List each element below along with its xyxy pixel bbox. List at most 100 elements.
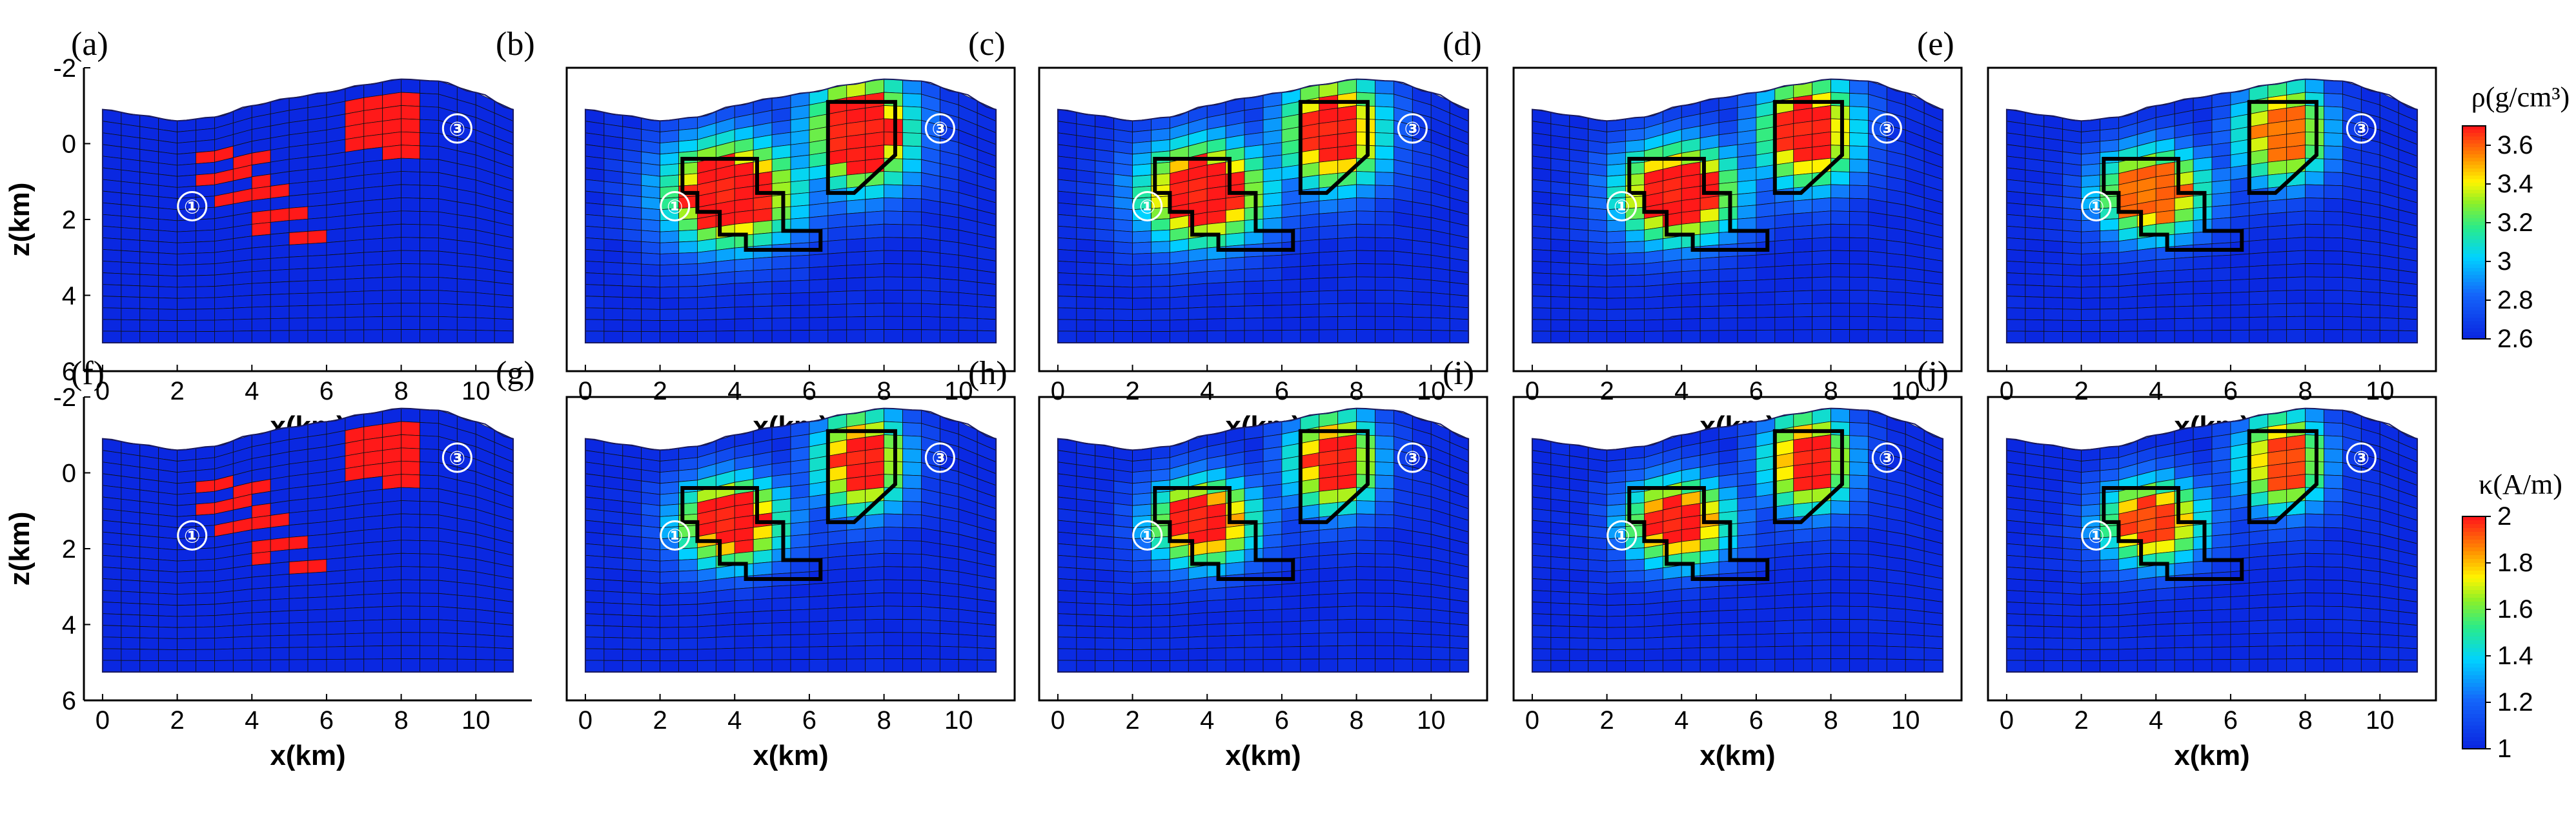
model-cell <box>494 647 514 661</box>
model-cell <box>865 210 884 226</box>
model-cell <box>1430 621 1450 636</box>
model-cell <box>2062 626 2082 639</box>
model-cell <box>1356 223 1375 238</box>
model-cell <box>2249 316 2269 331</box>
model-cell <box>641 593 660 606</box>
model-cell <box>2324 658 2343 673</box>
model-cell <box>1718 635 1738 648</box>
model-cell <box>456 620 476 635</box>
model-cell <box>214 272 234 287</box>
model-cell <box>1644 272 1663 287</box>
model-cell <box>1300 607 1320 622</box>
model-cell <box>2136 660 2156 673</box>
model-cell <box>438 225 458 241</box>
model-cell <box>1375 106 1394 121</box>
model-cell <box>345 594 365 609</box>
model-cell <box>2025 192 2045 207</box>
model-cell <box>2324 605 2343 620</box>
x-tick-label: 0 <box>578 706 593 735</box>
model-cell <box>1132 571 1151 584</box>
model-cell <box>2305 408 2324 423</box>
model-cell <box>1263 254 1283 269</box>
model-cell <box>2193 169 2213 185</box>
model-cell <box>715 647 735 661</box>
model-cell <box>1793 554 1813 569</box>
model-cell <box>958 621 978 636</box>
model-cell <box>307 634 327 648</box>
x-tick-label: 6 <box>2224 706 2238 735</box>
model-cell <box>1076 614 1096 627</box>
model-cell <box>2044 637 2064 650</box>
model-cell <box>2360 227 2380 243</box>
model-cell <box>1849 422 1869 437</box>
model-cell <box>438 593 458 609</box>
model-cell <box>1375 263 1394 278</box>
model-cell <box>1886 633 1906 647</box>
model-cell <box>1625 615 1645 628</box>
model-cell <box>1225 256 1245 271</box>
model-cell <box>678 320 698 332</box>
model-cell <box>2155 306 2175 320</box>
model-cell <box>1905 305 1925 319</box>
model-cell <box>1831 171 1850 186</box>
model-cell <box>363 515 383 531</box>
model-cell <box>2305 513 2324 528</box>
model-cell <box>865 566 884 581</box>
model-cell <box>1532 237 1552 251</box>
model-cell <box>2025 556 2045 570</box>
model-cell <box>2081 649 2100 662</box>
model-cell <box>753 610 773 624</box>
model-cell <box>678 615 698 628</box>
model-cell <box>177 163 196 177</box>
model-cell <box>475 330 495 343</box>
model-cell <box>1337 540 1357 555</box>
model-cell <box>1793 528 1813 544</box>
model-cell <box>1412 633 1432 647</box>
model-cell <box>977 281 997 297</box>
source-label-1: ① <box>1139 196 1155 218</box>
model-cell <box>214 591 234 605</box>
model-cell <box>1095 285 1115 298</box>
model-cell <box>1151 638 1170 650</box>
model-cell <box>1849 93 1869 108</box>
model-cell <box>1244 609 1264 624</box>
model-cell <box>363 632 383 647</box>
model-cell <box>1699 196 1719 211</box>
model-cell <box>2025 285 2045 298</box>
model-cell <box>2006 167 2026 182</box>
model-cell <box>456 304 476 318</box>
model-cell <box>2136 247 2156 262</box>
model-cell <box>697 307 716 321</box>
model-cell <box>2211 584 2231 598</box>
model-cell <box>121 498 141 513</box>
model-cell <box>1588 297 1607 310</box>
model-cell <box>884 263 903 278</box>
model-cell <box>456 227 476 243</box>
model-cell <box>1057 272 1077 286</box>
model-cell <box>902 250 922 265</box>
model-cell <box>2379 317 2399 331</box>
model-cell <box>382 579 401 595</box>
model-cell <box>715 588 735 603</box>
model-cell <box>1588 230 1607 243</box>
model-cell <box>363 277 383 292</box>
x-tick-label: 10 <box>1417 706 1446 735</box>
model-cell <box>307 192 327 207</box>
model-cell <box>1057 648 1077 661</box>
model-cell <box>251 587 271 602</box>
model-cell <box>363 476 383 492</box>
model-cell <box>456 239 476 256</box>
model-cell <box>1886 227 1906 243</box>
model-cell <box>939 633 959 647</box>
model-cell <box>1188 259 1208 274</box>
model-cell <box>641 660 660 673</box>
model-cell <box>121 626 141 638</box>
model-cell <box>2267 646 2287 660</box>
model-cell <box>1263 305 1283 319</box>
model-cell <box>2267 277 2287 292</box>
model-cell <box>2286 276 2306 291</box>
model-cell <box>1831 223 1850 238</box>
model-cell <box>1812 593 1831 607</box>
model-cell <box>2286 553 2306 568</box>
model-cell <box>1430 596 1450 612</box>
